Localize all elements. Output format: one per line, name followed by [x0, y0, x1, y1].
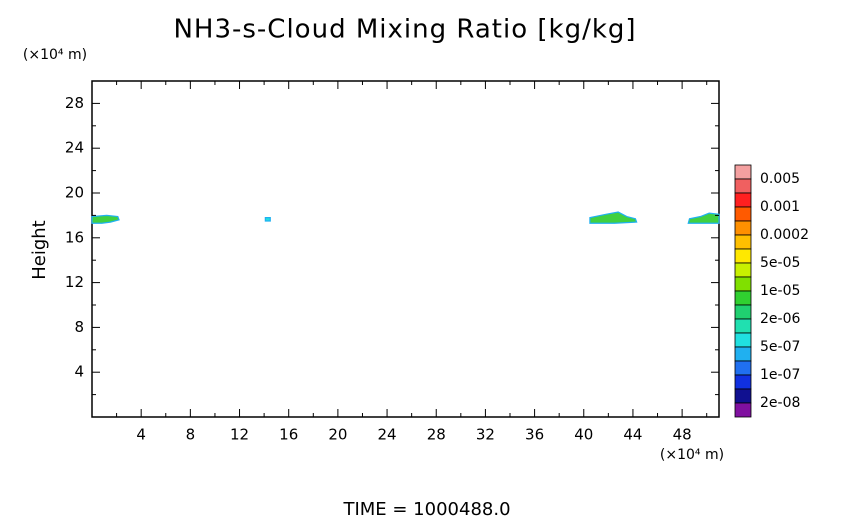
colorbar-box [734, 276, 752, 292]
plot-frame [91, 80, 720, 418]
colorbar-box [734, 318, 752, 334]
colorbar-box [734, 374, 752, 390]
footer: TIME = 1000488.0 [342, 499, 510, 519]
x-tick-label: 16 [279, 426, 298, 444]
x-tick-label: 40 [574, 426, 593, 444]
x-tick-label: 4 [136, 426, 146, 444]
x-tick-label: 48 [673, 426, 692, 444]
colorbar-box [734, 164, 752, 180]
x-tick-label: 32 [476, 426, 495, 444]
chart-title: NH3-s-Cloud Mixing Ratio [kg/kg] [173, 15, 636, 45]
cloud-patch [687, 212, 720, 224]
colorbar-box [734, 346, 752, 362]
x-tick-label: 36 [525, 426, 544, 444]
colorbar-label: 0.001 [760, 199, 800, 215]
colorbar-label: 0.005 [760, 171, 800, 187]
colorbar-box [734, 192, 752, 208]
colorbar-box [734, 402, 752, 418]
x-tick-label: 24 [378, 426, 397, 444]
colorbar-box [734, 248, 752, 264]
cloud-patch [264, 217, 271, 222]
y-tick-label: 24 [65, 139, 84, 157]
colorbar-label: 5e-07 [760, 339, 800, 355]
y-tick-label: 28 [65, 94, 84, 112]
x-tick-label: 12 [230, 426, 249, 444]
y-axis-label: Height [29, 220, 50, 280]
y-tick-label: 8 [74, 318, 84, 336]
x-tick-label: 8 [186, 426, 196, 444]
colorbar-box [734, 178, 752, 194]
y-tick-label: 4 [74, 363, 84, 381]
y-unit: (×10⁴ m) [23, 47, 87, 63]
x-tick-label: 28 [427, 426, 446, 444]
colorbar-box [734, 290, 752, 306]
colorbar-box [734, 234, 752, 250]
colorbar-label: 0.0002 [760, 227, 809, 243]
colorbar-box [734, 206, 752, 222]
colorbar-box [734, 332, 752, 348]
colorbar-label: 2e-08 [760, 395, 800, 411]
colorbar-label: 1e-05 [760, 283, 800, 299]
y-tick-label: 16 [65, 228, 84, 246]
x-unit: (×10⁴ m) [660, 447, 724, 463]
y-tick-label: 12 [65, 273, 84, 291]
cloud-patch [589, 211, 638, 224]
colorbar-label: 5e-05 [760, 255, 800, 271]
x-tick-label: 20 [328, 426, 347, 444]
colorbar-box [734, 388, 752, 404]
colorbar-box [734, 220, 752, 236]
y-tick-label: 20 [65, 184, 84, 202]
colorbar-box [734, 360, 752, 376]
colorbar-label: 1e-07 [760, 367, 800, 383]
colorbar-label: 2e-06 [760, 311, 800, 327]
colorbar-box [734, 262, 752, 278]
x-tick-label: 44 [623, 426, 642, 444]
colorbar-box [734, 304, 752, 320]
cloud-patch [91, 214, 120, 224]
